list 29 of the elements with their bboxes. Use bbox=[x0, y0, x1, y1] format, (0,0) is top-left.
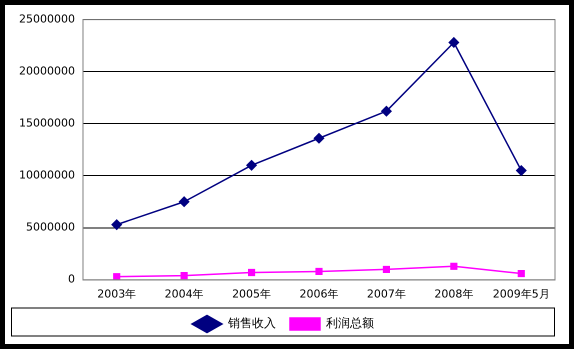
x-tick-label: 2009年5月 bbox=[492, 287, 550, 300]
legend-label: 销售收入 bbox=[227, 316, 276, 330]
point bbox=[448, 37, 460, 48]
point bbox=[382, 266, 390, 273]
y-tick-label: 25000000 bbox=[18, 12, 75, 26]
x-tick-label: 2005年 bbox=[232, 287, 272, 300]
y-tick-label: 20000000 bbox=[18, 64, 75, 78]
x-tick-label: 2007年 bbox=[366, 287, 406, 300]
x-tick-label: 2006年 bbox=[299, 287, 338, 300]
point bbox=[450, 262, 458, 270]
point bbox=[246, 160, 257, 171]
point bbox=[178, 196, 190, 207]
y-tick-label: 0 bbox=[68, 272, 75, 286]
point bbox=[518, 270, 525, 278]
x-tick-label: 2008年 bbox=[434, 287, 474, 300]
x-tick-label: 2004年 bbox=[164, 287, 204, 300]
point bbox=[516, 165, 527, 176]
point bbox=[113, 273, 120, 280]
x-tick-label: 2003年 bbox=[97, 287, 136, 300]
y-tick-label: 15000000 bbox=[18, 116, 75, 130]
y-tick-label: 10000000 bbox=[18, 168, 75, 182]
point bbox=[381, 106, 392, 116]
point bbox=[180, 272, 188, 280]
legend-label: 利润总额 bbox=[326, 316, 374, 330]
point bbox=[314, 133, 324, 144]
point bbox=[111, 219, 122, 230]
point bbox=[315, 268, 323, 276]
y-tick-label: 5000000 bbox=[26, 220, 75, 234]
point bbox=[248, 268, 256, 276]
